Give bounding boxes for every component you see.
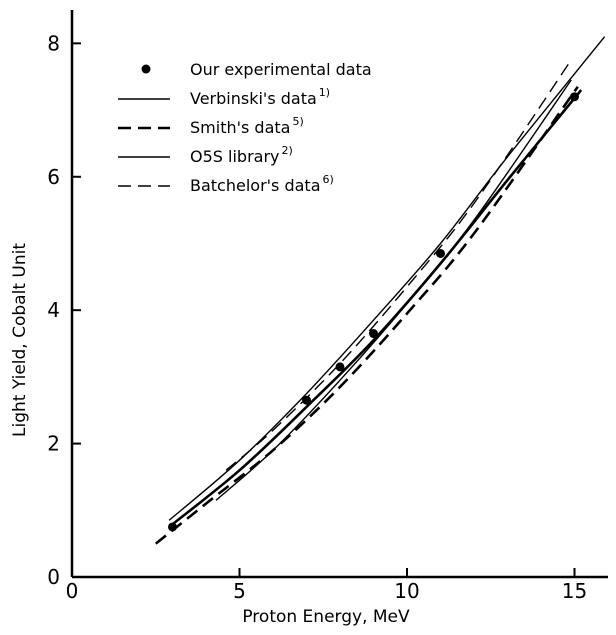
legend-label-2: Smith's data	[190, 118, 290, 137]
legend-label-0: Our experimental data	[190, 60, 372, 79]
legend-ref-1: 1)	[319, 86, 330, 99]
y-tick-label-2: 4	[47, 298, 60, 322]
legend: Our experimental data Verbinski's data 1) S…	[118, 60, 372, 195]
data-point-3	[369, 329, 378, 339]
ticks: 0 5 10 15 0 2 4 6 8	[47, 31, 587, 603]
legend-label-1: Verbinski's data	[190, 89, 317, 108]
legend-label-4: Batchelor's data	[190, 176, 321, 195]
x-tick-label-1: 5	[233, 579, 246, 603]
x-tick-label-0: 0	[66, 579, 79, 603]
y-axis-label: Light Yield, Cobalt Unit	[10, 243, 30, 437]
legend-ref-3: 2)	[282, 144, 293, 157]
x-tick-label-2: 10	[394, 579, 419, 603]
legend-label-3: O5S library	[190, 147, 280, 166]
data-point-2	[335, 362, 345, 372]
series-line-2	[154, 85, 579, 545]
data-point-5	[570, 92, 579, 102]
y-tick-label-3: 6	[47, 165, 60, 189]
series-line-0	[168, 89, 583, 529]
y-tick-label-4: 8	[47, 31, 60, 55]
axes	[70, 10, 608, 579]
x-axis-label: Proton Energy, MeV	[242, 607, 410, 627]
legend-marker-0	[141, 64, 151, 74]
legend-ref-2: 5)	[292, 115, 303, 128]
data-point-1	[302, 395, 311, 405]
y-tick-label-1: 2	[47, 432, 60, 456]
plot-area	[154, 36, 606, 545]
legend-ref-4: 6)	[323, 173, 334, 186]
y-tick-label-0: 0	[47, 565, 60, 589]
x-tick-label-3: 15	[562, 579, 587, 603]
data-point-4	[436, 248, 445, 258]
series-line-4	[225, 59, 572, 471]
series-line-3	[215, 79, 572, 501]
series-line-1	[168, 36, 606, 521]
